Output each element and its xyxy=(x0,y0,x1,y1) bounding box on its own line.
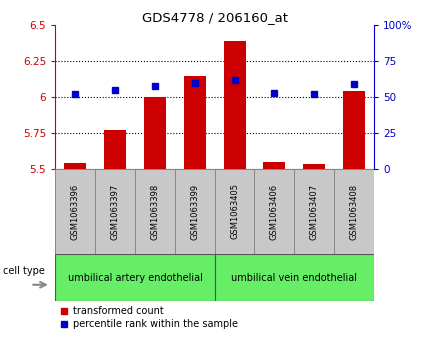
Bar xyxy=(294,169,334,254)
Bar xyxy=(303,164,325,169)
Bar xyxy=(55,169,95,254)
Text: GSM1063398: GSM1063398 xyxy=(150,183,159,240)
Bar xyxy=(224,41,246,169)
Title: GDS4778 / 206160_at: GDS4778 / 206160_at xyxy=(142,11,288,24)
Legend: transformed count, percentile rank within the sample: transformed count, percentile rank withi… xyxy=(60,306,238,329)
Bar xyxy=(343,91,365,169)
Bar xyxy=(144,97,166,169)
Bar xyxy=(95,169,135,254)
Text: GSM1063397: GSM1063397 xyxy=(110,183,119,240)
Text: umbilical vein endothelial: umbilical vein endothelial xyxy=(231,273,357,283)
Text: GSM1063408: GSM1063408 xyxy=(350,183,359,240)
Bar xyxy=(255,169,294,254)
Text: GSM1063406: GSM1063406 xyxy=(270,183,279,240)
Bar xyxy=(264,162,285,169)
Text: GSM1063399: GSM1063399 xyxy=(190,183,199,240)
Text: umbilical artery endothelial: umbilical artery endothelial xyxy=(68,273,202,283)
Bar xyxy=(175,169,215,254)
Bar xyxy=(55,254,215,301)
Bar xyxy=(215,254,374,301)
Bar xyxy=(135,169,175,254)
Text: cell type: cell type xyxy=(3,266,45,276)
Bar xyxy=(104,130,126,169)
Bar xyxy=(64,163,86,169)
Text: GSM1063405: GSM1063405 xyxy=(230,183,239,240)
Bar xyxy=(215,169,255,254)
Text: GSM1063407: GSM1063407 xyxy=(310,183,319,240)
Bar xyxy=(334,169,374,254)
Text: GSM1063396: GSM1063396 xyxy=(71,183,79,240)
Bar xyxy=(184,76,206,169)
